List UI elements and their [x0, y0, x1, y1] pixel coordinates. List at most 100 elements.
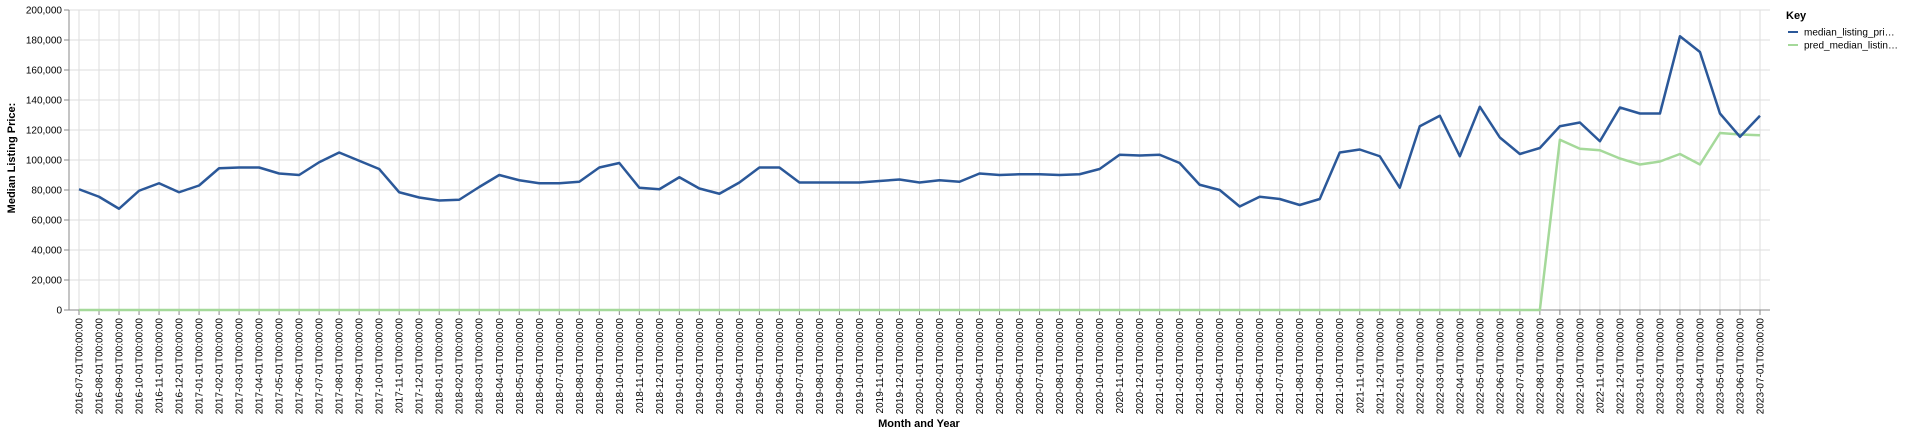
- x-tick-label: 2019-07-01T00:00:00: [795, 318, 806, 415]
- x-tick-label: 2021-06-01T00:00:00: [1255, 318, 1266, 415]
- x-tick-label: 2023-01-01T00:00:00: [1635, 318, 1646, 415]
- x-tick-label: 2021-01-01T00:00:00: [1155, 318, 1166, 415]
- x-tick-label: 2022-01-01T00:00:00: [1395, 318, 1406, 415]
- legend-label: median_listing_pri…: [1804, 28, 1895, 39]
- x-tick-label: 2017-07-01T00:00:00: [315, 318, 326, 415]
- x-tick-label: 2016-10-01T00:00:00: [135, 318, 146, 415]
- x-tick-label: 2016-11-01T00:00:00: [155, 318, 166, 414]
- x-tick-label: 2017-03-01T00:00:00: [235, 318, 246, 415]
- x-tick-label: 2021-02-01T00:00:00: [1175, 318, 1186, 415]
- x-tick-label: 2020-07-01T00:00:00: [1035, 318, 1046, 415]
- y-tick-label: 120,000: [26, 126, 63, 137]
- x-tick-label: 2018-01-01T00:00:00: [435, 318, 446, 415]
- x-tick-label: 2018-11-01T00:00:00: [635, 318, 646, 414]
- x-tick-label: 2020-01-01T00:00:00: [915, 318, 926, 415]
- x-tick-label: 2023-05-01T00:00:00: [1715, 318, 1726, 415]
- x-tick-label: 2021-08-01T00:00:00: [1295, 318, 1306, 415]
- legend-title: Key: [1786, 10, 1807, 22]
- x-tick-label: 2022-08-01T00:00:00: [1535, 318, 1546, 415]
- x-tick-label: 2022-09-01T00:00:00: [1555, 318, 1566, 415]
- x-tick-label: 2018-08-01T00:00:00: [575, 318, 586, 415]
- x-tick-label: 2019-10-01T00:00:00: [855, 318, 866, 415]
- x-tick-label: 2020-03-01T00:00:00: [955, 318, 966, 415]
- x-tick-label: 2017-01-01T00:00:00: [195, 318, 206, 415]
- x-tick-label: 2017-12-01T00:00:00: [415, 318, 426, 415]
- x-tick-label: 2016-09-01T00:00:00: [115, 318, 126, 415]
- x-tick-label: 2018-09-01T00:00:00: [595, 318, 606, 415]
- y-tick-label: 20,000: [31, 276, 62, 287]
- x-tick-label: 2019-02-01T00:00:00: [695, 318, 706, 415]
- x-tick-label: 2017-11-01T00:00:00: [395, 318, 406, 414]
- x-tick-label: 2018-02-01T00:00:00: [455, 318, 466, 415]
- x-tick-label: 2022-04-01T00:00:00: [1455, 318, 1466, 415]
- x-axis: 2016-07-01T00:00:00 2016-08-01T00:00:00 20…: [69, 309, 1770, 415]
- x-tick-label: 2016-08-01T00:00:00: [95, 318, 106, 415]
- y-axis: 0 20,000 40,000 60,000 80,000 100,000 120,000 1…: [26, 6, 70, 317]
- y-tick-label: 0: [56, 306, 62, 317]
- y-tick-label: 60,000: [31, 216, 62, 227]
- series-line-median-listing-price: [78, 35, 1761, 210]
- series-lines: [78, 35, 1761, 312]
- series-line-pred-median-listing-price: [79, 131, 1761, 312]
- x-tick-label: 2017-08-01T00:00:00: [335, 318, 346, 415]
- x-tick-label: 2017-04-01T00:00:00: [255, 318, 266, 415]
- x-tick-label: 2020-06-01T00:00:00: [1015, 318, 1026, 415]
- x-tick-label: 2017-02-01T00:00:00: [215, 318, 226, 415]
- x-tick-label: 2018-10-01T00:00:00: [615, 318, 626, 415]
- y-tick-label: 200,000: [26, 6, 63, 17]
- x-tick-label: 2021-04-01T00:00:00: [1215, 318, 1226, 415]
- x-tick-label: 2021-05-01T00:00:00: [1235, 318, 1246, 415]
- x-tick-label: 2020-08-01T00:00:00: [1055, 318, 1066, 415]
- x-tick-label: 2022-11-01T00:00:00: [1595, 318, 1606, 414]
- x-tick-label: 2018-06-01T00:00:00: [535, 318, 546, 415]
- x-tick-label: 2022-12-01T00:00:00: [1615, 318, 1626, 415]
- x-tick-label: 2020-05-01T00:00:00: [995, 318, 1006, 415]
- y-tick-label: 40,000: [31, 246, 62, 257]
- x-tick-label: 2018-12-01T00:00:00: [655, 318, 666, 415]
- y-axis-title: Median Listing Price:: [6, 103, 18, 214]
- x-tick-label: 2020-11-01T00:00:00: [1115, 318, 1126, 414]
- x-tick-label: 2018-03-01T00:00:00: [475, 318, 486, 415]
- y-tick-label: 160,000: [26, 66, 63, 77]
- x-tick-label: 2017-10-01T00:00:00: [375, 318, 386, 415]
- x-tick-label: 2019-11-01T00:00:00: [875, 318, 886, 414]
- x-tick-label: 2018-04-01T00:00:00: [495, 318, 506, 415]
- y-tick-label: 80,000: [31, 186, 62, 197]
- x-tick-label: 2022-07-01T00:00:00: [1515, 318, 1526, 415]
- x-tick-label: 2018-07-01T00:00:00: [555, 318, 566, 415]
- gridlines: [69, 9, 1770, 311]
- legend-label: pred_median_listin…: [1804, 41, 1898, 52]
- x-tick-label: 2023-04-01T00:00:00: [1695, 318, 1706, 415]
- x-tick-label: 2016-12-01T00:00:00: [175, 318, 186, 415]
- x-tick-label: 2023-02-01T00:00:00: [1655, 318, 1666, 415]
- y-tick-label: 100,000: [26, 156, 63, 167]
- x-tick-label: 2017-05-01T00:00:00: [275, 318, 286, 415]
- x-tick-label: 2017-09-01T00:00:00: [355, 318, 366, 415]
- y-tick-label: 140,000: [26, 96, 63, 107]
- x-tick-label: 2020-02-01T00:00:00: [935, 318, 946, 415]
- x-tick-label: 2023-03-01T00:00:00: [1675, 318, 1686, 415]
- y-tick-label: 180,000: [26, 36, 63, 47]
- x-tick-label: 2019-05-01T00:00:00: [755, 318, 766, 415]
- x-tick-label: 2019-12-01T00:00:00: [895, 318, 906, 415]
- x-tick-label: 2023-07-01T00:00:00: [1755, 318, 1766, 415]
- x-tick-label: 2019-03-01T00:00:00: [715, 318, 726, 415]
- x-tick-label: 2021-03-01T00:00:00: [1195, 318, 1206, 415]
- x-tick-label: 2021-09-01T00:00:00: [1315, 318, 1326, 415]
- x-tick-label: 2021-07-01T00:00:00: [1275, 318, 1286, 415]
- x-tick-label: 2019-08-01T00:00:00: [815, 318, 826, 415]
- x-axis-title: Month and Year: [878, 418, 960, 430]
- x-tick-label: 2022-05-01T00:00:00: [1475, 318, 1486, 415]
- x-tick-label: 2020-04-01T00:00:00: [975, 318, 986, 415]
- x-tick-label: 2016-07-01T00:00:00: [75, 318, 86, 415]
- x-tick-label: 2022-02-01T00:00:00: [1415, 318, 1426, 415]
- x-tick-label: 2021-12-01T00:00:00: [1375, 318, 1386, 415]
- x-tick-label: 2021-10-01T00:00:00: [1335, 318, 1346, 415]
- x-tick-label: 2019-06-01T00:00:00: [775, 318, 786, 415]
- x-tick-label: 2020-09-01T00:00:00: [1075, 318, 1086, 415]
- x-tick-label: 2022-03-01T00:00:00: [1435, 318, 1446, 415]
- legend: Key median_listing_pri… pred_median_listi…: [1786, 10, 1898, 52]
- x-tick-label: 2017-06-01T00:00:00: [295, 318, 306, 415]
- x-tick-label: 2019-01-01T00:00:00: [675, 318, 686, 415]
